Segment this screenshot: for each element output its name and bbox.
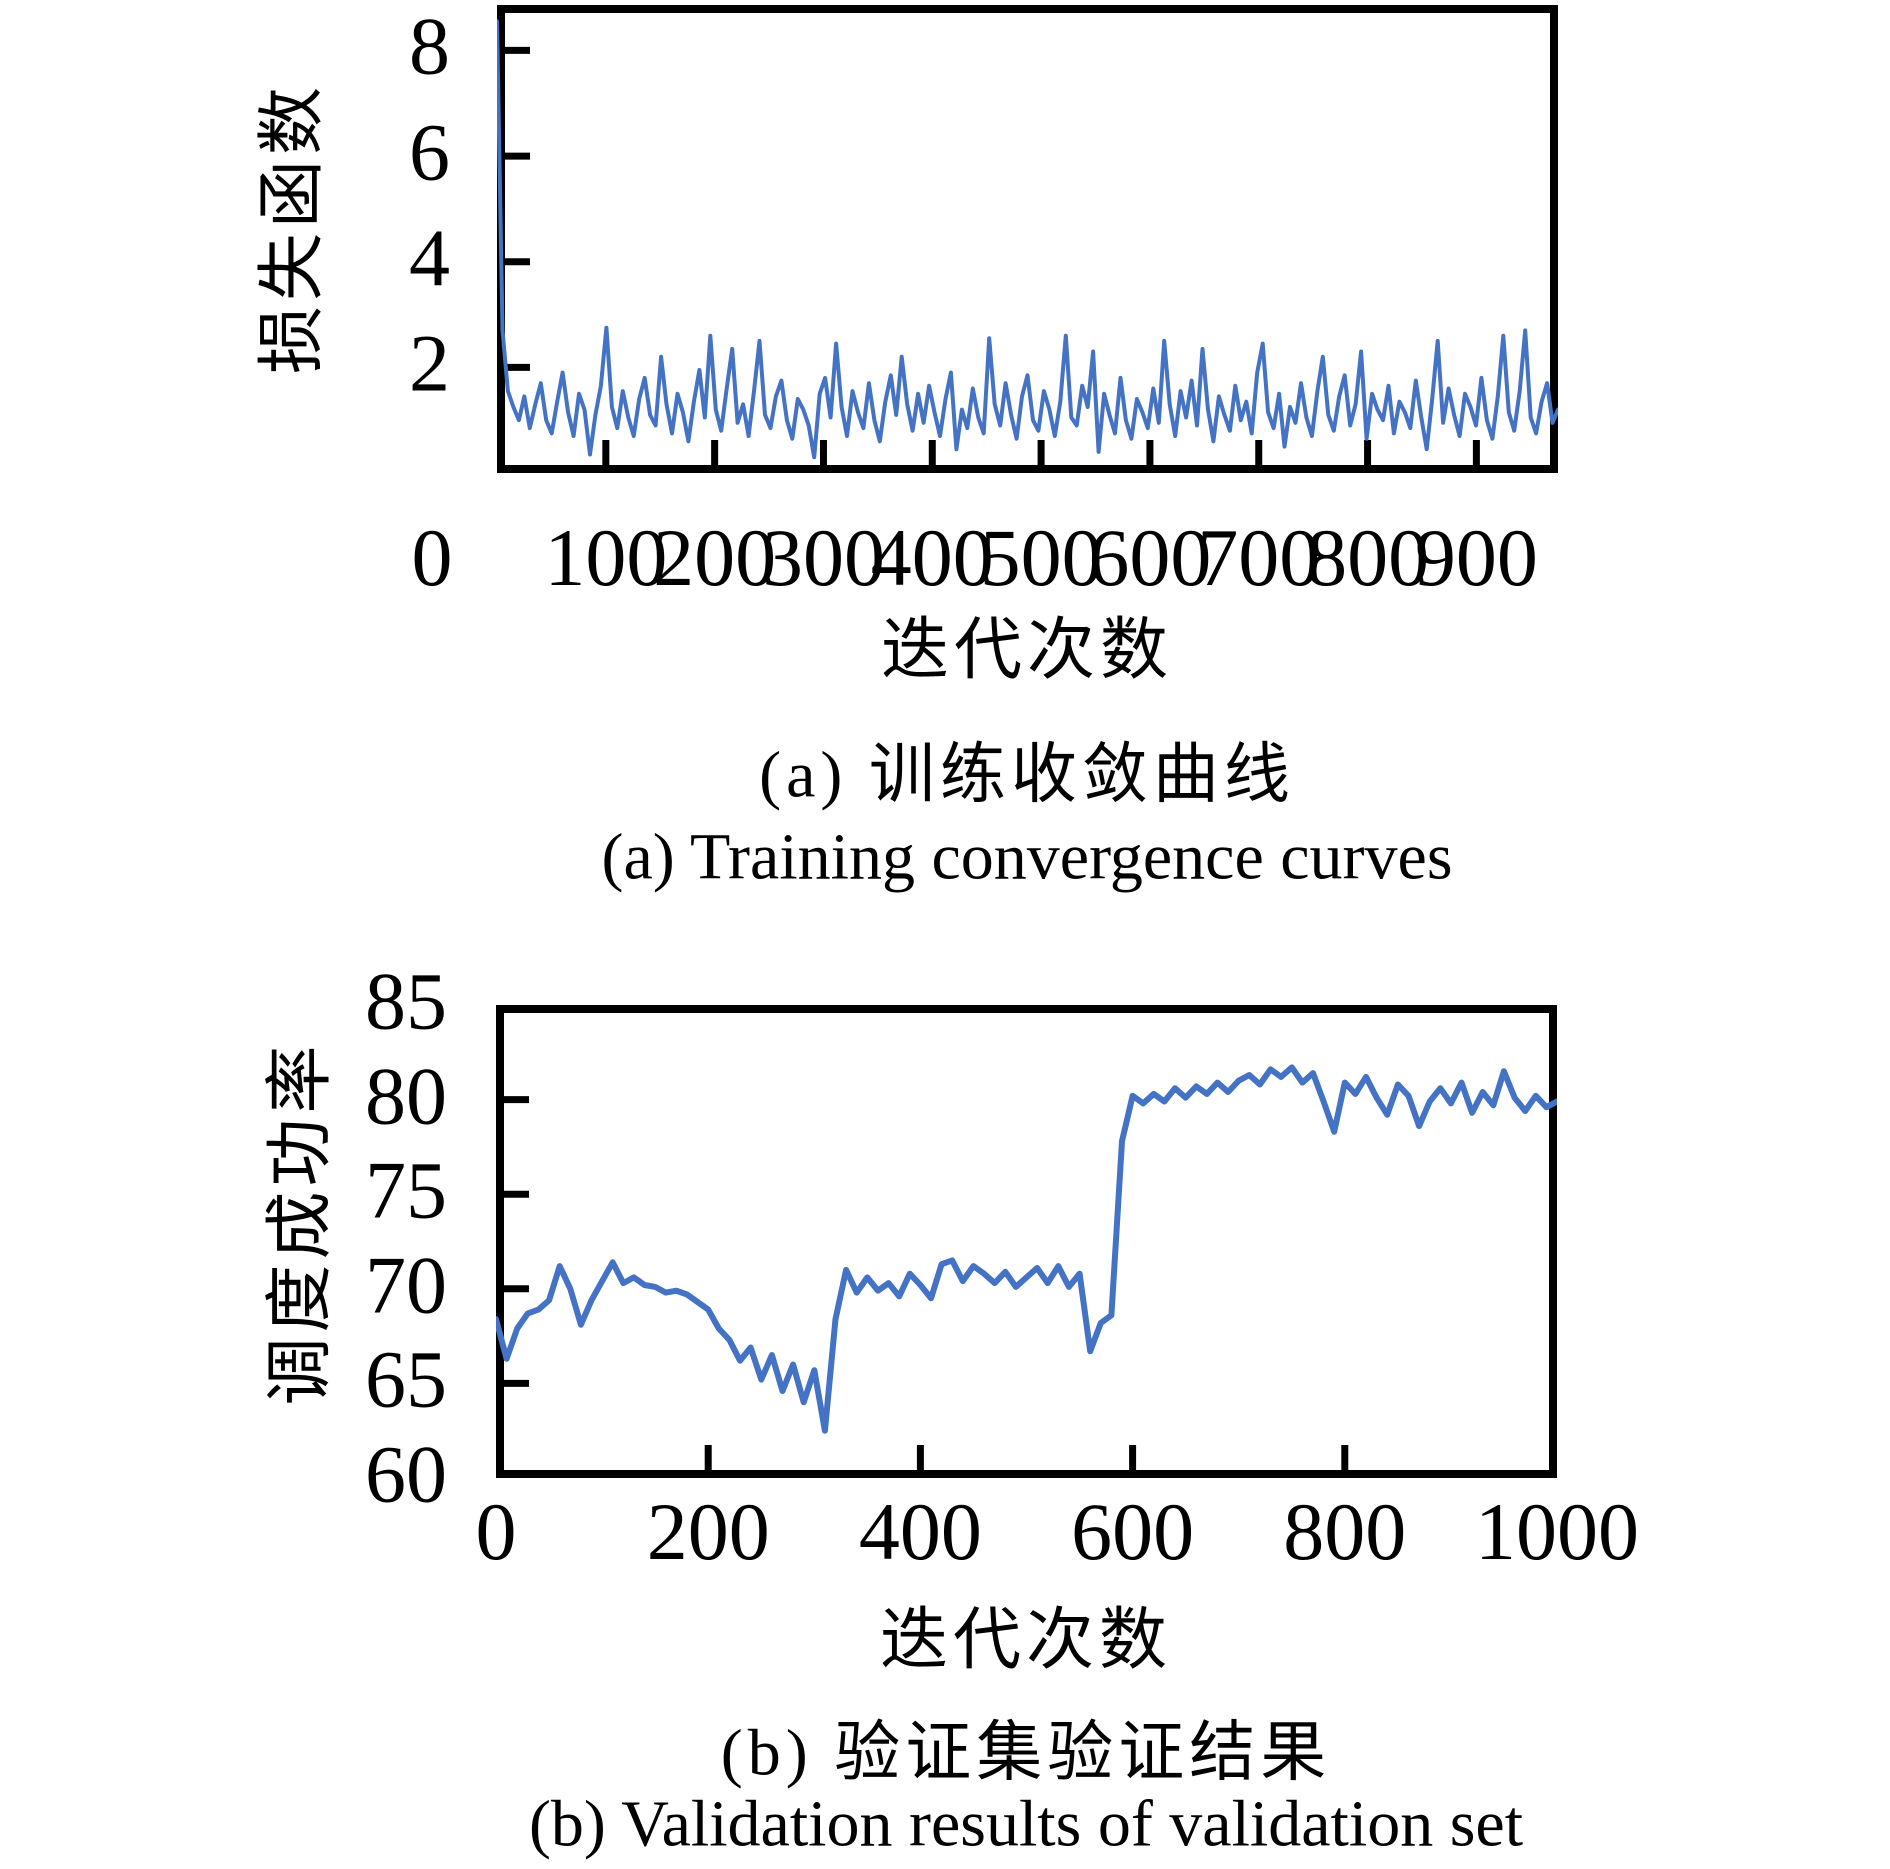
x-tick-label: 0 (411, 512, 453, 603)
chart-canvas (496, 1005, 1557, 1478)
validation-x-axis-title: 迭代次数 (879, 1602, 1173, 1678)
plot-frame (496, 1005, 1557, 1478)
caption-b-chinese: (b) 验证集验证结果 (720, 1716, 1332, 1790)
y-tick-label: 70 (365, 1239, 447, 1331)
y-tick-label: 2 (409, 318, 450, 410)
x-tick-label: 500 (979, 512, 1103, 603)
y-tick-label: 85 (365, 955, 447, 1047)
x-tick-label: 800 (1306, 512, 1430, 603)
y-tick-label: 60 (365, 1428, 447, 1520)
x-tick-label: 0 (475, 1486, 517, 1577)
data-series-line (497, 19, 1558, 460)
x-tick-label: 200 (653, 512, 777, 603)
y-tick-label: 4 (409, 212, 450, 304)
y-tick-label: 75 (365, 1144, 447, 1236)
x-tick-label: 400 (858, 1486, 982, 1577)
x-tick-label: 300 (761, 512, 885, 603)
caption-a-english: (a) Training convergence curves (601, 820, 1453, 894)
x-tick-label: 200 (646, 1486, 770, 1577)
chart-canvas (497, 5, 1558, 473)
training-loss-plot-area (497, 5, 1558, 473)
x-tick-label: 600 (1088, 512, 1212, 603)
data-series-line (496, 1064, 1557, 1434)
x-tick-label: 900 (1414, 512, 1538, 603)
validation-plot-area (496, 1005, 1557, 1478)
x-tick-label: 400 (870, 512, 994, 603)
y-tick-label: 65 (365, 1334, 447, 1426)
y-tick-label: 80 (365, 1050, 447, 1142)
x-tick-label: 700 (1197, 512, 1321, 603)
y-tick-label: 6 (409, 106, 450, 198)
y-tick-label: 8 (409, 1, 450, 93)
x-tick-label: 1000 (1475, 1486, 1639, 1577)
caption-a-chinese: (a) 训练收敛曲线 (759, 738, 1295, 812)
loss-x-axis-title: 迭代次数 (880, 612, 1174, 688)
x-tick-label: 100 (544, 512, 668, 603)
caption-b-english: (b) Validation results of validation set (528, 1787, 1524, 1861)
x-tick-label: 600 (1071, 1486, 1195, 1577)
x-tick-label: 800 (1283, 1486, 1407, 1577)
